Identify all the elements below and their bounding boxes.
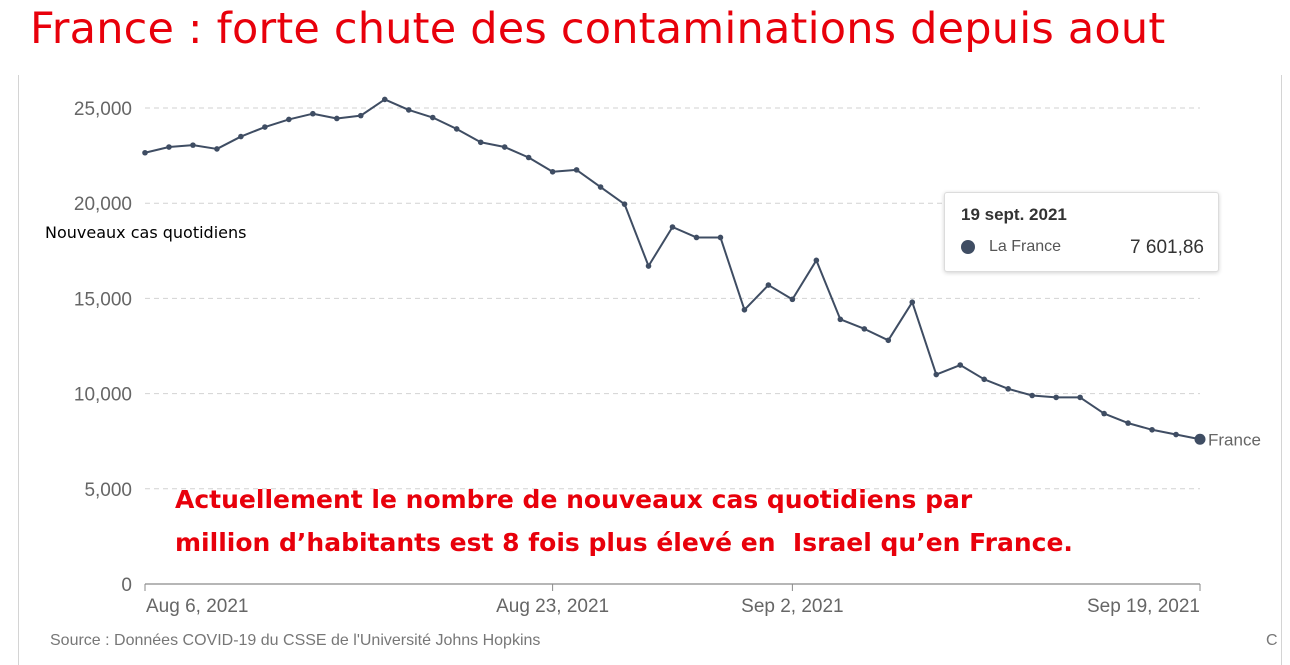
data-tooltip: 19 sept. 2021 La France 7 601,86 <box>944 192 1219 272</box>
y-axis-label: Nouveaux cas quotidiens <box>45 223 247 242</box>
data-point <box>717 234 724 241</box>
data-point <box>837 316 844 323</box>
data-point <box>1101 410 1107 417</box>
data-point <box>861 326 868 332</box>
data-point <box>262 124 268 130</box>
data-point <box>1077 394 1083 401</box>
data-point <box>357 112 364 119</box>
data-point <box>1194 433 1206 445</box>
data-point <box>334 115 340 122</box>
data-point <box>693 234 700 241</box>
data-point <box>286 116 292 123</box>
data-point <box>573 167 580 173</box>
data-point <box>981 376 988 383</box>
frame-left-divider <box>18 75 19 665</box>
corner-text: C <box>1266 632 1278 649</box>
series-layer <box>142 96 1206 445</box>
page-title: France : forte chute des contaminations … <box>30 4 1166 54</box>
gridlines <box>145 107 1200 490</box>
x-tick-label: Sep 19, 2021 <box>1087 596 1200 617</box>
tooltip-value: 7 601,86 <box>1130 237 1204 258</box>
series-color-dot-icon <box>961 240 975 254</box>
x-tick-label: Aug 23, 2021 <box>496 596 609 617</box>
data-point <box>957 362 964 368</box>
data-point <box>909 299 916 306</box>
data-point <box>166 144 172 150</box>
chart-annotation: Actuellement le nombre de nouveaux cas q… <box>175 485 1073 557</box>
data-point <box>1053 394 1059 401</box>
tick-labels: 0 5,000 10,000 15,000 20,000 25,000 Aug 6, 202… <box>74 99 1261 617</box>
data-point <box>813 257 820 264</box>
data-point <box>597 184 604 190</box>
data-point <box>214 146 220 152</box>
data-point <box>933 371 940 378</box>
frame-right-divider <box>1281 75 1282 665</box>
source-note: Source : Données COVID-19 du CSSE de l'U… <box>50 632 541 649</box>
data-point <box>238 133 244 140</box>
data-point <box>1029 392 1035 399</box>
tooltip-date: 19 sept. 2021 <box>961 205 1067 224</box>
axes <box>144 583 1201 591</box>
data-point <box>1173 431 1179 438</box>
data-point <box>501 144 508 150</box>
data-point <box>765 282 772 288</box>
data-point <box>741 307 748 313</box>
y-tick-label: 0 <box>121 575 132 596</box>
y-tick-label: 5,000 <box>84 480 132 501</box>
data-point <box>381 96 388 103</box>
y-tick-label: 10,000 <box>74 385 132 406</box>
x-tick-label: Sep 2, 2021 <box>741 596 843 617</box>
data-point <box>405 107 412 113</box>
data-point <box>669 224 676 230</box>
data-point <box>789 296 796 303</box>
data-point <box>525 154 532 161</box>
data-point <box>885 337 892 344</box>
data-point <box>429 114 436 121</box>
data-point <box>621 201 628 207</box>
data-point <box>1149 426 1155 433</box>
data-point <box>310 110 316 117</box>
data-point <box>645 263 652 269</box>
data-point <box>549 168 556 175</box>
data-point <box>477 139 484 146</box>
y-tick-label: 20,000 <box>74 194 132 215</box>
series-end-label: France <box>1208 430 1261 449</box>
y-tick-label: 25,000 <box>74 99 132 120</box>
y-tick-label: 15,000 <box>74 289 132 310</box>
data-point <box>190 142 196 148</box>
x-tick-label: Aug 6, 2021 <box>146 596 248 617</box>
data-point <box>1125 420 1131 426</box>
data-point <box>453 126 460 132</box>
data-point <box>1005 386 1011 392</box>
data-point <box>142 149 148 156</box>
tooltip-series-name: La France <box>989 238 1062 255</box>
